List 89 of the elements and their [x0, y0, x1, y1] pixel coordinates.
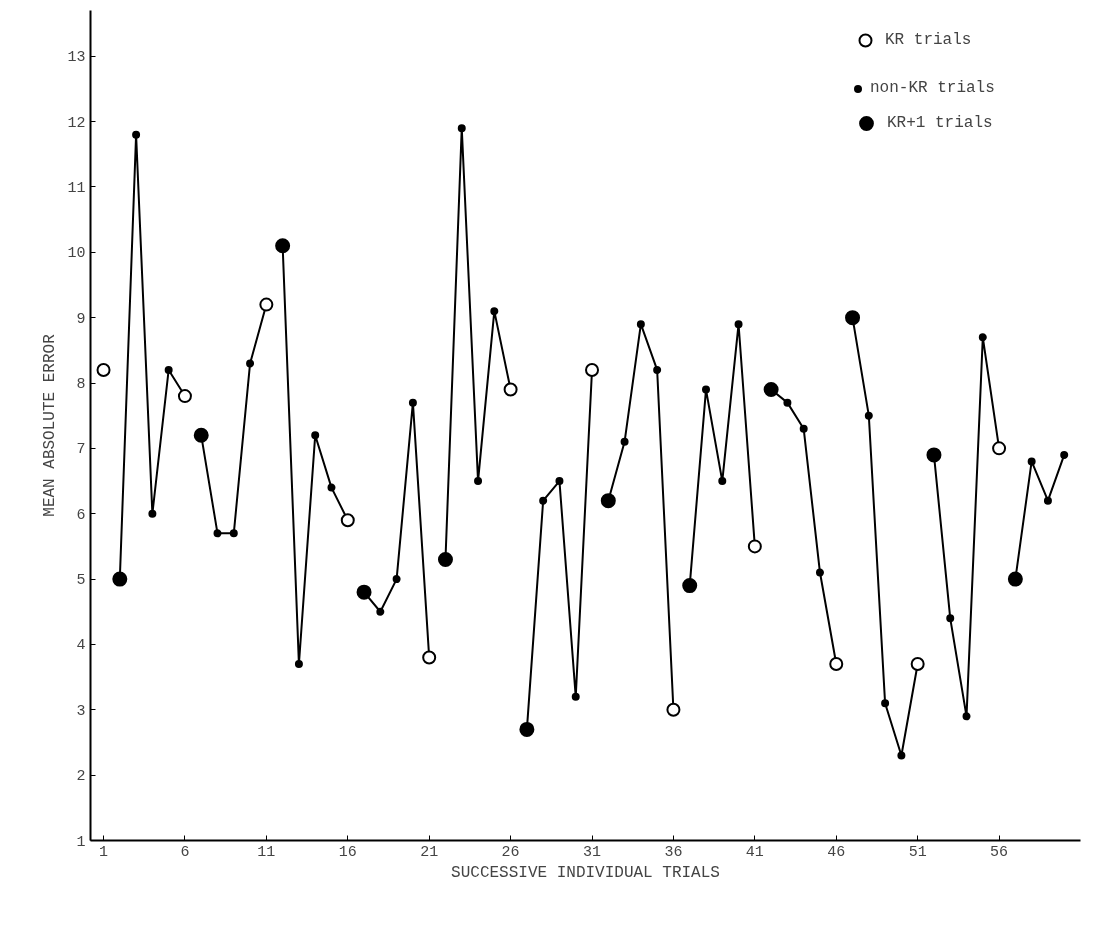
y-tick-label: 4	[76, 637, 86, 655]
point	[734, 320, 743, 329]
point	[193, 427, 209, 443]
x-tick-label: 46	[827, 843, 846, 861]
point	[571, 692, 580, 701]
x-tick-label: 41	[745, 843, 764, 861]
point	[229, 529, 238, 538]
point	[701, 385, 710, 394]
legend-label: KR trials	[885, 31, 972, 49]
point	[910, 657, 925, 672]
x-tick-label: 11	[257, 843, 276, 861]
point	[682, 578, 698, 594]
x-tick-label: 51	[908, 843, 927, 861]
point	[340, 513, 355, 528]
point	[978, 333, 987, 342]
point	[783, 398, 792, 407]
y-tick-label: 6	[76, 506, 86, 524]
point	[992, 441, 1007, 456]
y-tick-label: 7	[76, 441, 86, 459]
point	[422, 650, 437, 665]
point	[259, 297, 274, 312]
point	[585, 362, 600, 377]
point	[519, 721, 535, 737]
x-tick-label: 6	[180, 843, 190, 861]
y-tick-label: 8	[76, 376, 86, 394]
point	[636, 320, 645, 329]
y-tick-label: 12	[67, 114, 86, 132]
point	[177, 389, 192, 404]
legend-label: KR+1 trials	[887, 114, 993, 132]
point	[718, 477, 727, 486]
point	[457, 124, 466, 133]
point	[112, 571, 128, 587]
point	[747, 539, 762, 554]
point	[503, 382, 518, 397]
point	[294, 660, 303, 669]
point	[392, 575, 401, 584]
y-axis-title: MEAN ABSOLUTE ERROR	[41, 333, 60, 517]
point	[1027, 457, 1036, 466]
point	[311, 431, 320, 440]
point	[881, 699, 890, 708]
point	[437, 551, 453, 567]
y-tick-label: 9	[76, 310, 86, 328]
point	[246, 359, 255, 368]
point	[132, 130, 141, 139]
point	[327, 483, 336, 492]
point	[600, 493, 616, 509]
point	[96, 362, 111, 377]
point	[763, 382, 779, 398]
point	[666, 702, 681, 717]
x-tick-label: 31	[583, 843, 602, 861]
point	[799, 424, 808, 433]
legend-label: non-KR trials	[870, 79, 995, 97]
x-axis-title: SUCCESSIVE INDIVIDUAL TRIALS	[451, 863, 720, 882]
point	[408, 398, 417, 407]
point	[1043, 496, 1052, 505]
point	[620, 437, 629, 446]
point	[962, 712, 971, 721]
y-tick-label: 2	[76, 768, 86, 786]
point	[815, 568, 824, 577]
point	[539, 496, 548, 505]
x-tick-label: 56	[990, 843, 1009, 861]
y-tick-label: 3	[76, 702, 86, 720]
x-tick-label: 36	[664, 843, 683, 861]
y-tick-label: 13	[67, 49, 86, 67]
point	[164, 365, 173, 374]
point	[946, 614, 955, 623]
point	[275, 238, 291, 254]
point	[490, 307, 499, 316]
point	[474, 477, 483, 486]
x-tick-label: 26	[501, 843, 520, 861]
y-tick-label: 11	[67, 179, 86, 197]
x-tick-label: 16	[338, 843, 357, 861]
point	[148, 509, 157, 518]
point	[1060, 450, 1069, 459]
point	[555, 477, 564, 486]
point	[653, 365, 662, 374]
y-tick-label: 10	[67, 245, 86, 263]
x-tick-label: 1	[99, 843, 109, 861]
y-tick-label: 5	[76, 572, 86, 590]
point	[897, 751, 906, 760]
point	[864, 411, 873, 420]
point	[356, 584, 372, 600]
point	[829, 657, 844, 672]
point	[926, 447, 942, 463]
point	[213, 529, 222, 538]
point	[376, 607, 385, 616]
x-tick-label: 21	[420, 843, 439, 861]
point	[845, 310, 861, 326]
point	[1007, 571, 1023, 587]
